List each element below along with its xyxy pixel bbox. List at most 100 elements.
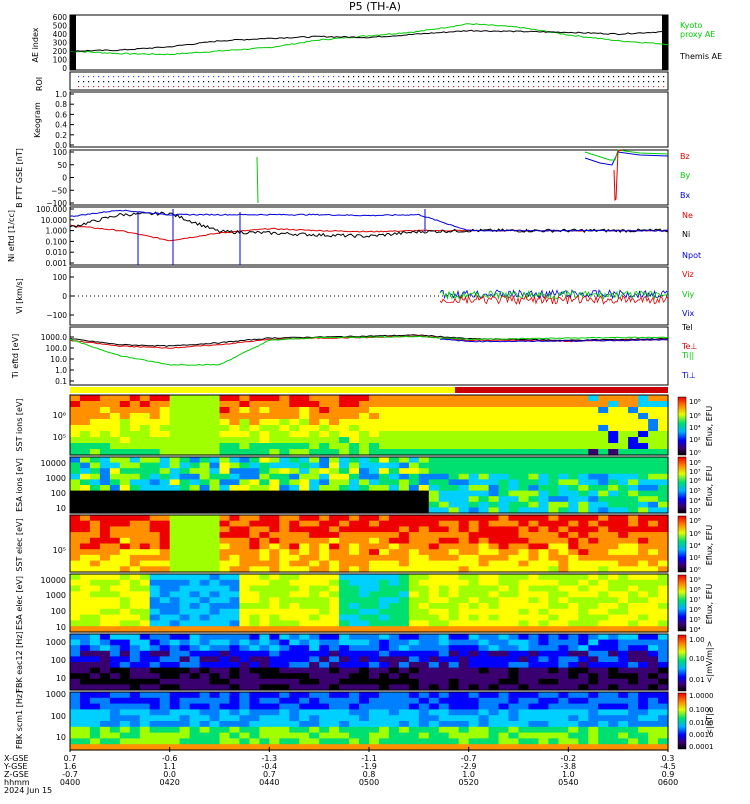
- fbk-e-cell: [398, 639, 410, 646]
- esa-ion-cell: [329, 457, 340, 464]
- sst-ion-cell: [618, 425, 629, 432]
- fbk-e-cell: [289, 667, 300, 674]
- esa-ion-cell: [598, 462, 609, 469]
- sst-ion-cell: [648, 413, 659, 420]
- roi-dot: [578, 81, 580, 83]
- sst-ion-cell: [319, 395, 330, 402]
- esa-ion-cell: [498, 457, 510, 464]
- sst-ion-cell: [139, 407, 151, 414]
- sst-elec-cell: [578, 520, 589, 527]
- sst-ion-cell: [159, 449, 171, 456]
- roi-dot: [78, 81, 80, 83]
- fbk-b-cell: [588, 721, 599, 728]
- keogram-ytick-tick-label: 0.6: [55, 110, 67, 119]
- fbk-b-cell: [339, 744, 350, 751]
- roi-dot: [248, 81, 250, 83]
- esa-ion-cell: [119, 462, 131, 469]
- fbk-e-cell: [528, 667, 540, 674]
- fbk-e-cell: [468, 656, 480, 663]
- sst-elec-cell: [568, 537, 579, 545]
- esa-ion-cell: [349, 473, 360, 480]
- sst-elec-cell: [508, 560, 520, 567]
- sst-elec-cell: [638, 549, 649, 556]
- fbk-b-cell: [508, 709, 520, 716]
- sst-ion-cell: [349, 395, 360, 402]
- fbk-b-cell: [428, 744, 440, 751]
- roi-dot: [213, 86, 215, 88]
- fbk-b-cell: [329, 709, 340, 716]
- fbk-b-cell: [109, 697, 121, 705]
- sst-elec-cell: [488, 526, 500, 533]
- esa-ion-cell: [369, 501, 380, 508]
- esa-elec-cell: [319, 585, 330, 592]
- sst-elec-cell: [598, 520, 609, 527]
- sst-elec-cell: [109, 526, 121, 533]
- esa-elec-cell: [309, 626, 320, 633]
- sst-elec-cell: [608, 566, 619, 573]
- esa-elec-cell: [269, 620, 280, 627]
- esa-ion-cell: [468, 468, 480, 475]
- sst-elec-cell: [259, 543, 270, 550]
- esa-elec-cell: [139, 579, 151, 587]
- roi-dot: [83, 86, 85, 88]
- fbk-b-cell: [468, 715, 480, 722]
- esa-elec-cell: [149, 614, 161, 621]
- esa-elec-cell: [618, 574, 629, 581]
- esa-ion-cell: [488, 507, 500, 514]
- esa-ion-cell: [538, 507, 549, 514]
- esa-elec-cell: [518, 626, 530, 633]
- esa-elec-cell: [149, 591, 161, 598]
- sst-elec-cell: [558, 554, 569, 562]
- roi-dot: [413, 81, 415, 83]
- sst-ion-cell: [199, 449, 211, 456]
- sst-ion-cell: [369, 419, 380, 426]
- fbk-e-cell: [388, 645, 400, 652]
- esa-ion-cell: [89, 501, 101, 508]
- fbk-e-cell: [149, 645, 161, 652]
- sst-ion-cell: [438, 419, 450, 426]
- esa-ion-cell: [99, 457, 111, 464]
- esa-ion-cell: [578, 496, 589, 503]
- esa-ion-cell: [418, 457, 430, 464]
- esa-elec-cell: [119, 591, 131, 598]
- roi-dot: [83, 76, 85, 78]
- fbk-b-cell: [518, 715, 530, 722]
- fbk-e-cell: [269, 678, 280, 685]
- esa-elec-cell: [538, 579, 549, 587]
- fbk-e-cell: [408, 678, 420, 685]
- fbk-e-cell: [179, 662, 191, 669]
- sst-ion-colorbar: [677, 396, 687, 456]
- sst-ion-cell: [139, 431, 151, 438]
- esa-ion-cell: [279, 507, 290, 514]
- fbk-e-cell: [428, 650, 440, 657]
- fbk-b-cell: [398, 738, 410, 745]
- sst-ion-cell: [369, 431, 380, 438]
- esa-ion-cell: [628, 496, 639, 503]
- sst-elec-cell: [528, 554, 540, 562]
- fbk-b-cell: [349, 692, 360, 699]
- fbk-e-cell: [628, 639, 639, 646]
- sst-ion-cell: [528, 431, 540, 438]
- sst-ion-cell: [249, 425, 260, 432]
- fbk-b-cell: [229, 703, 241, 710]
- fbk-e-cell: [608, 662, 619, 669]
- esa-ion-cell: [418, 462, 430, 469]
- fbk-e-cell: [418, 650, 430, 657]
- fbk-e-cell: [578, 662, 589, 669]
- roi-dots: [78, 76, 665, 88]
- fbk-b-cell: [448, 715, 460, 722]
- fbk-b-cell: [249, 744, 260, 751]
- keogram-yticks: 1.00.80.60.40.20.0: [55, 90, 74, 150]
- esa-ion-cell: [458, 485, 470, 492]
- sst-ion-cell: [80, 419, 91, 426]
- esa-ion-cell: [299, 501, 310, 508]
- fbk-e-cell: [299, 650, 310, 657]
- fbk-b-cell: [179, 721, 191, 728]
- sst-ion-cell: [548, 443, 559, 450]
- esa-elec-cell: [209, 626, 221, 633]
- fbk-e-cell: [518, 667, 530, 674]
- esa-ion-cell: [70, 457, 81, 464]
- esa-elec-cell: [349, 608, 360, 616]
- sst-ion-cell: [488, 401, 500, 408]
- esa-elec-cell: [299, 608, 310, 616]
